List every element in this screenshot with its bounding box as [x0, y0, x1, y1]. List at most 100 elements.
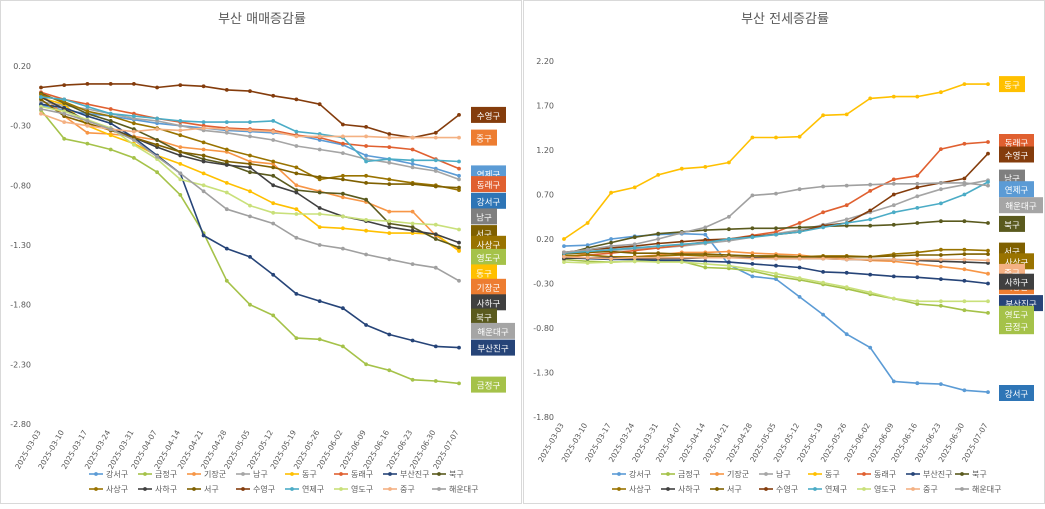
- end-label-text: 영도구: [477, 253, 501, 264]
- series-line: [563, 179, 989, 254]
- data-point: [891, 181, 896, 186]
- data-point: [797, 134, 802, 139]
- data-point: [201, 171, 206, 176]
- data-point: [797, 256, 802, 261]
- data-point: [986, 258, 990, 263]
- data-point: [155, 116, 160, 121]
- data-point: [433, 232, 438, 237]
- data-point: [248, 203, 252, 208]
- end-label-box: [471, 278, 506, 295]
- data-point: [727, 266, 731, 271]
- data-point: [364, 218, 368, 222]
- data-point: [387, 231, 392, 236]
- end-label-text: 강서구: [477, 197, 501, 208]
- data-point: [178, 171, 183, 176]
- data-point: [294, 235, 299, 240]
- end-label-box: [471, 376, 506, 393]
- data-point: [703, 240, 708, 245]
- legend-marker: [192, 487, 196, 491]
- legend-label: 수영구: [253, 484, 275, 494]
- data-point: [294, 183, 299, 188]
- data-point: [410, 262, 415, 266]
- legend-label: 중구: [400, 485, 415, 494]
- data-point: [410, 338, 415, 343]
- data-point: [774, 263, 778, 268]
- data-point: [797, 295, 802, 299]
- data-point: [410, 147, 415, 152]
- data-point: [844, 221, 849, 225]
- data-point: [939, 264, 943, 269]
- data-point: [774, 226, 778, 231]
- data-point: [703, 262, 708, 266]
- data-point: [774, 274, 778, 279]
- data-point: [656, 255, 661, 260]
- data-point: [248, 189, 252, 194]
- data-point: [679, 260, 684, 264]
- series-line: [40, 103, 460, 349]
- end-label-text: 금정구: [1005, 322, 1029, 333]
- legend-marker: [94, 472, 98, 476]
- data-point: [387, 182, 392, 187]
- data-point: [891, 274, 896, 279]
- data-point: [797, 221, 802, 225]
- end-label-text: 강서구: [1005, 389, 1029, 400]
- data-point: [915, 253, 920, 257]
- data-point: [317, 206, 322, 210]
- series-line: [563, 83, 988, 240]
- data-point: [986, 390, 990, 394]
- data-point: [962, 176, 967, 181]
- data-point: [986, 180, 990, 184]
- series-line: [40, 109, 460, 385]
- end-label-box: [999, 197, 1043, 214]
- data-point: [939, 303, 943, 308]
- data-point: [294, 336, 299, 340]
- data-point: [868, 257, 873, 262]
- data-point: [632, 248, 637, 253]
- end-label-text: 수영구: [1005, 151, 1029, 162]
- legend-marker: [339, 472, 343, 476]
- data-point: [224, 207, 229, 212]
- legend-marker: [617, 472, 621, 476]
- data-point: [341, 141, 345, 146]
- data-point: [986, 82, 990, 86]
- data-point: [727, 160, 731, 165]
- data-point: [962, 252, 967, 256]
- data-point: [294, 190, 299, 195]
- data-point: [271, 221, 276, 226]
- data-point: [178, 145, 183, 150]
- data-point: [821, 312, 825, 317]
- end-label-box: [471, 176, 506, 193]
- data-point: [248, 255, 252, 259]
- data-point: [201, 233, 206, 238]
- end-label-text: 동구: [476, 269, 492, 279]
- data-point: [457, 135, 461, 140]
- data-point: [108, 107, 113, 111]
- data-point: [364, 134, 368, 139]
- data-point: [224, 278, 229, 283]
- data-point: [797, 265, 802, 270]
- end-label-text: 해운대구: [1005, 202, 1036, 212]
- sale-price-line-chart: 부산 매매증감률 0.20 -0.30 -0.80 -1.30 -1.80 -2.30 -2…: [10, 12, 515, 494]
- data-point: [178, 83, 183, 87]
- data-point: [132, 129, 136, 134]
- y-tick-label: 0.20: [536, 235, 554, 244]
- legend-label: 북구: [449, 470, 464, 479]
- data-point: [868, 217, 873, 222]
- data-point: [632, 185, 637, 190]
- data-point: [821, 270, 825, 274]
- data-point: [774, 230, 778, 234]
- y-tick-label: -2.30: [10, 360, 31, 369]
- data-point: [609, 190, 613, 195]
- data-point: [271, 119, 276, 123]
- end-label-box: [471, 248, 506, 265]
- data-point: [341, 226, 345, 231]
- data-point: [364, 323, 368, 327]
- data-point: [317, 243, 322, 247]
- data-point: [433, 184, 438, 189]
- data-point: [939, 187, 943, 192]
- data-point: [750, 251, 755, 256]
- data-point: [457, 278, 461, 283]
- data-point: [248, 128, 252, 133]
- data-point: [797, 230, 802, 234]
- data-point: [387, 209, 392, 214]
